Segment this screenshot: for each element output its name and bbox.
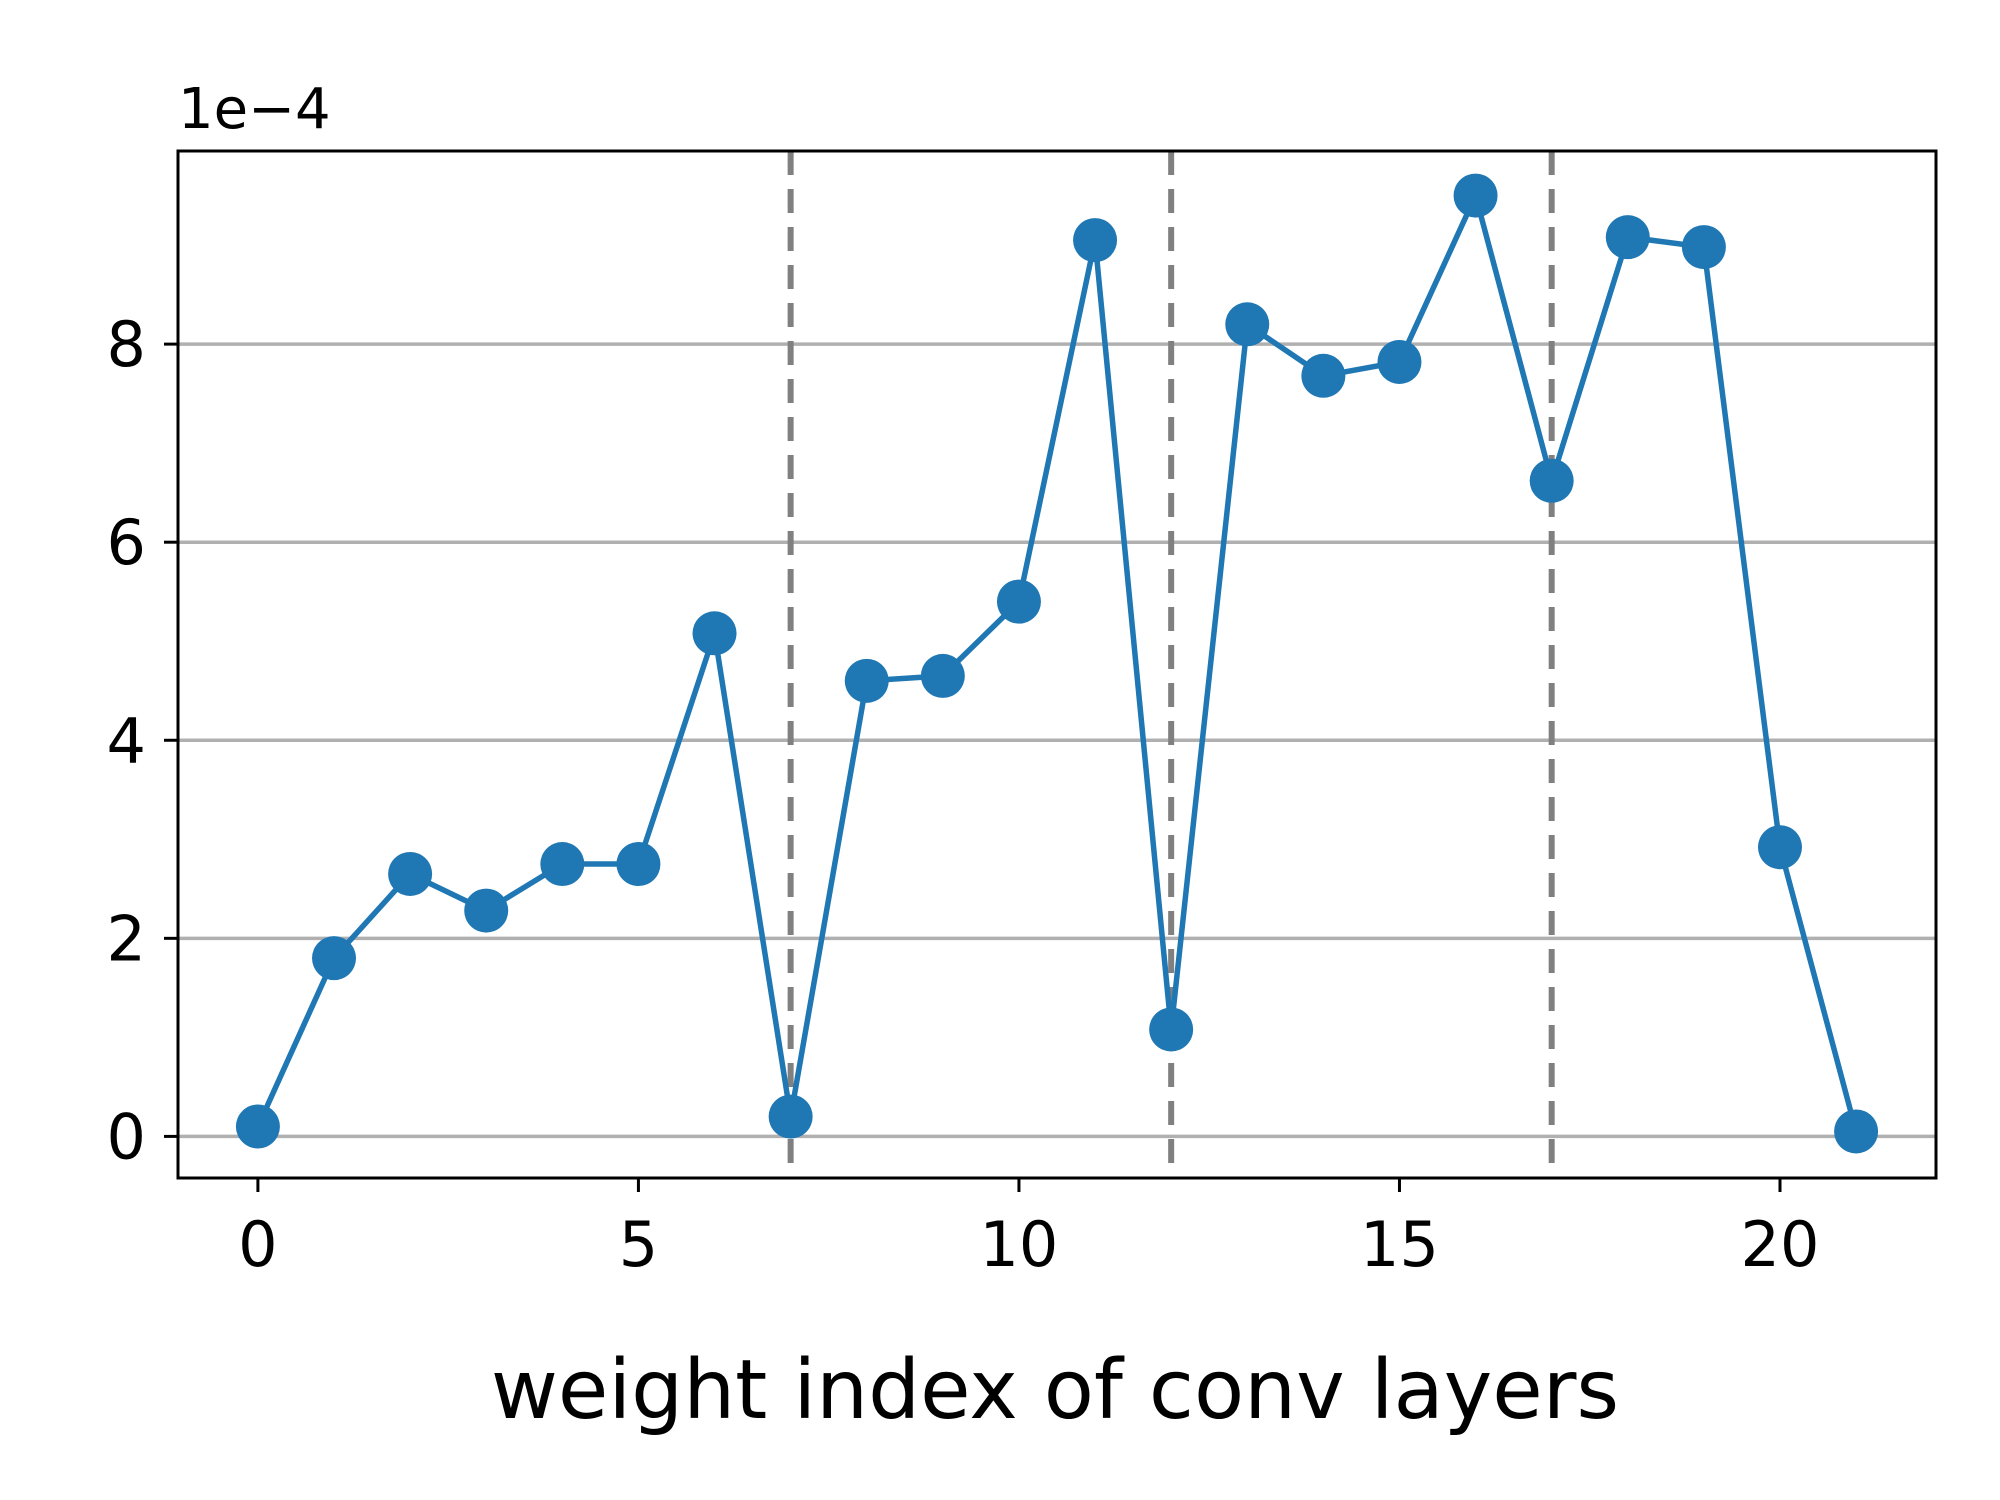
data-point xyxy=(1529,458,1574,503)
y-tick-label: 4 xyxy=(107,704,146,777)
data-point xyxy=(692,611,737,656)
data-point xyxy=(996,579,1041,624)
data-point xyxy=(1377,339,1422,384)
data-point xyxy=(464,888,509,933)
x-axis-label: weight index of conv layers xyxy=(491,1343,1619,1438)
y-tick-label: 6 xyxy=(107,506,146,579)
y-tick-label: 0 xyxy=(107,1100,146,1173)
data-point xyxy=(616,842,661,887)
data-point xyxy=(920,653,965,698)
data-point xyxy=(1605,215,1650,260)
x-tick-label: 5 xyxy=(619,1208,658,1281)
data-point xyxy=(1149,1007,1194,1052)
data-point xyxy=(1073,218,1118,263)
y-axis-ticks: 0 2 4 6 8 xyxy=(107,308,178,1173)
plot-frame xyxy=(176,149,1938,1180)
grid-lines xyxy=(178,342,1936,1139)
series-line xyxy=(255,192,1859,1133)
data-point xyxy=(235,1104,280,1149)
data-point xyxy=(1225,302,1270,347)
x-axis-ticks: 0 5 10 15 20 xyxy=(238,1178,1819,1281)
x-tick-label: 20 xyxy=(1741,1208,1820,1281)
data-point xyxy=(1681,225,1726,270)
series-layer xyxy=(235,173,1879,1154)
data-point xyxy=(388,851,433,896)
data-point xyxy=(1757,825,1802,870)
data-point xyxy=(1834,1109,1879,1154)
data-point xyxy=(1301,353,1346,398)
axis-offset-label: 1e−4 xyxy=(178,77,331,142)
data-point xyxy=(1453,173,1498,218)
x-tick-label: 10 xyxy=(979,1208,1058,1281)
data-point xyxy=(768,1094,813,1139)
data-point xyxy=(312,936,357,981)
data-point xyxy=(844,658,889,703)
y-tick-label: 8 xyxy=(107,308,146,381)
data-point xyxy=(540,842,585,887)
x-tick-label: 15 xyxy=(1360,1208,1439,1281)
x-tick-label: 0 xyxy=(238,1208,277,1281)
y-tick-label: 2 xyxy=(107,902,146,975)
